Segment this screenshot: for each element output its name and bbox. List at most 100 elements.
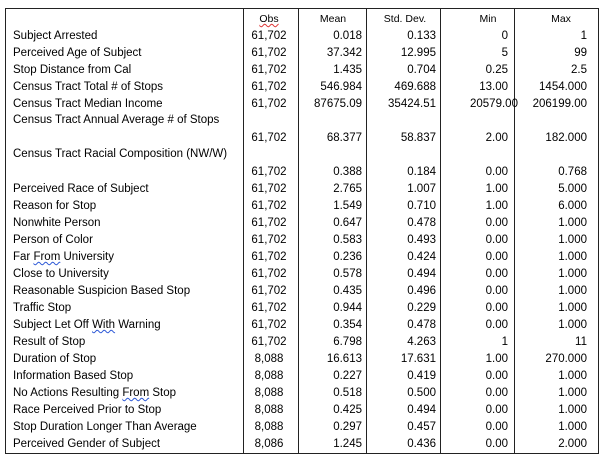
cell-obs: 61,702 bbox=[251, 251, 287, 263]
cell-min: 2.00 bbox=[485, 132, 508, 144]
row-label: Census Tract Racial Composition (NW/W) bbox=[13, 148, 228, 160]
cell-obs: 61,702 bbox=[251, 81, 287, 93]
table-row: Perceived Race of Subject 61,702 2.765 1.00… bbox=[0, 181, 606, 198]
row-label: Reason for Stop bbox=[13, 200, 97, 212]
cell-max: 1454.000 bbox=[539, 81, 587, 93]
cell-max: 1.000 bbox=[558, 251, 587, 263]
cell-obs: 61,702 bbox=[251, 336, 287, 348]
cell-max: 1.000 bbox=[558, 285, 587, 297]
cell-min: 0.00 bbox=[485, 166, 508, 178]
cell-min: 0.00 bbox=[485, 302, 508, 314]
cell-sd: 0.494 bbox=[407, 268, 436, 280]
cell-mean: 0.578 bbox=[333, 268, 362, 280]
header-mean: Mean bbox=[319, 13, 347, 25]
cell-max: 1.000 bbox=[558, 387, 587, 399]
table-row: Close to University 61,702 0.578 0.494 0.00 1… bbox=[0, 266, 606, 283]
cell-sd: 1.007 bbox=[407, 183, 436, 195]
table-row: Stop Distance from Cal 61,702 1.435 0.704 0.… bbox=[0, 62, 606, 79]
cell-min: 0.00 bbox=[485, 370, 508, 382]
cell-min: 0 bbox=[501, 30, 508, 42]
cell-sd: 0.710 bbox=[407, 200, 436, 212]
cell-min: 20579.00 bbox=[470, 98, 518, 110]
cell-min: 0.00 bbox=[485, 285, 508, 297]
cell-obs: 61,702 bbox=[251, 200, 287, 212]
cell-min: 0.00 bbox=[485, 438, 508, 450]
cell-min: 1.00 bbox=[485, 200, 508, 212]
cell-obs: 8,088 bbox=[254, 370, 284, 382]
cell-mean: 1.549 bbox=[333, 200, 362, 212]
cell-obs: 8,088 bbox=[254, 387, 284, 399]
cell-sd: 0.184 bbox=[407, 166, 436, 178]
row-label: Race Perceived Prior to Stop bbox=[13, 404, 162, 416]
cell-sd: 0.133 bbox=[407, 30, 436, 42]
cell-max: 11 bbox=[575, 336, 587, 348]
cell-obs: 8,088 bbox=[254, 421, 284, 433]
row-label: Stop Distance from Cal bbox=[13, 64, 132, 76]
row-label: Census Tract Total # of Stops bbox=[13, 81, 164, 93]
table-row: No Actions Resulting From Stop 8,088 0.518… bbox=[0, 385, 606, 402]
cell-sd: 0.424 bbox=[407, 251, 436, 263]
row-label: Duration of Stop bbox=[13, 353, 97, 365]
cell-mean: 0.236 bbox=[333, 251, 362, 263]
row-label: Reasonable Suspicion Based Stop bbox=[13, 285, 191, 297]
cell-sd: 0.229 bbox=[407, 302, 436, 314]
row-label: Stop Duration Longer Than Average bbox=[13, 421, 197, 433]
cell-sd: 0.493 bbox=[407, 234, 436, 246]
table-row: Perceived Age of Subject 61,702 37.342 12.9… bbox=[0, 45, 606, 62]
row-label: Far From University bbox=[13, 251, 114, 263]
row-label: Census Tract Annual Average # of Stops bbox=[13, 114, 220, 126]
cell-min: 1.00 bbox=[485, 183, 508, 195]
row-label: Subject Arrested bbox=[13, 30, 98, 42]
row-label: No Actions Resulting From Stop bbox=[13, 387, 177, 399]
cell-mean: 68.377 bbox=[326, 132, 362, 144]
cell-obs: 8,086 bbox=[254, 438, 284, 450]
table-row: Far From University 61,702 0.236 0.424 0.00 1… bbox=[0, 249, 606, 266]
table-border-right bbox=[598, 8, 599, 454]
cell-obs: 61,702 bbox=[251, 98, 287, 110]
cell-min: 0.25 bbox=[485, 64, 508, 76]
cell-max: 2.5 bbox=[571, 64, 587, 76]
cell-min: 1.00 bbox=[485, 353, 508, 365]
cell-min: 13.00 bbox=[479, 81, 508, 93]
cell-min: 5 bbox=[501, 47, 508, 59]
table-border-left bbox=[5, 8, 6, 454]
cell-mean: 1.435 bbox=[333, 64, 362, 76]
cell-mean: 37.342 bbox=[326, 47, 362, 59]
column-divider bbox=[514, 8, 515, 454]
cell-sd: 35424.51 bbox=[388, 98, 436, 110]
table-row: Result of Stop 61,702 6.798 4.263 1 11 bbox=[0, 334, 606, 351]
cell-mean: 0.435 bbox=[333, 285, 362, 297]
row-label: Perceived Race of Subject bbox=[13, 183, 149, 195]
cell-sd: 469.688 bbox=[394, 81, 436, 93]
cell-sd: 0.496 bbox=[407, 285, 436, 297]
cell-sd: 12.995 bbox=[400, 47, 436, 59]
cell-mean: 0.425 bbox=[333, 404, 362, 416]
header-min: Min bbox=[479, 13, 497, 25]
row-label: Person of Color bbox=[13, 234, 93, 246]
cell-min: 0.00 bbox=[485, 319, 508, 331]
cell-max: 1.000 bbox=[558, 302, 587, 314]
cell-mean: 6.798 bbox=[333, 336, 362, 348]
cell-sd: 0.704 bbox=[407, 64, 436, 76]
row-label: Nonwhite Person bbox=[13, 217, 101, 229]
cell-sd: 0.436 bbox=[407, 438, 436, 450]
cell-max: 270.000 bbox=[545, 353, 587, 365]
cell-max: 1 bbox=[580, 30, 587, 42]
table-row: Perceived Gender of Subject 8,086 1.245 0.4… bbox=[0, 436, 606, 453]
cell-max: 182.000 bbox=[545, 132, 587, 144]
cell-mean: 0.647 bbox=[333, 217, 362, 229]
cell-max: 99 bbox=[574, 47, 587, 59]
table-row: Subject Let Off With Warning 61,702 0.354 0… bbox=[0, 317, 606, 334]
header-max: Max bbox=[551, 13, 571, 25]
cell-obs: 8,088 bbox=[254, 404, 284, 416]
cell-obs: 61,702 bbox=[251, 47, 287, 59]
row-label: Information Based Stop bbox=[13, 370, 134, 382]
column-divider bbox=[366, 8, 367, 454]
cell-sd: 0.494 bbox=[407, 404, 436, 416]
cell-max: 0.768 bbox=[558, 166, 587, 178]
cell-max: 2.000 bbox=[558, 438, 587, 450]
cell-max: 1.000 bbox=[558, 421, 587, 433]
table-row: Census Tract Annual Average # of Stops 61… bbox=[0, 113, 606, 147]
row-label: Census Tract Median Income bbox=[13, 98, 163, 110]
